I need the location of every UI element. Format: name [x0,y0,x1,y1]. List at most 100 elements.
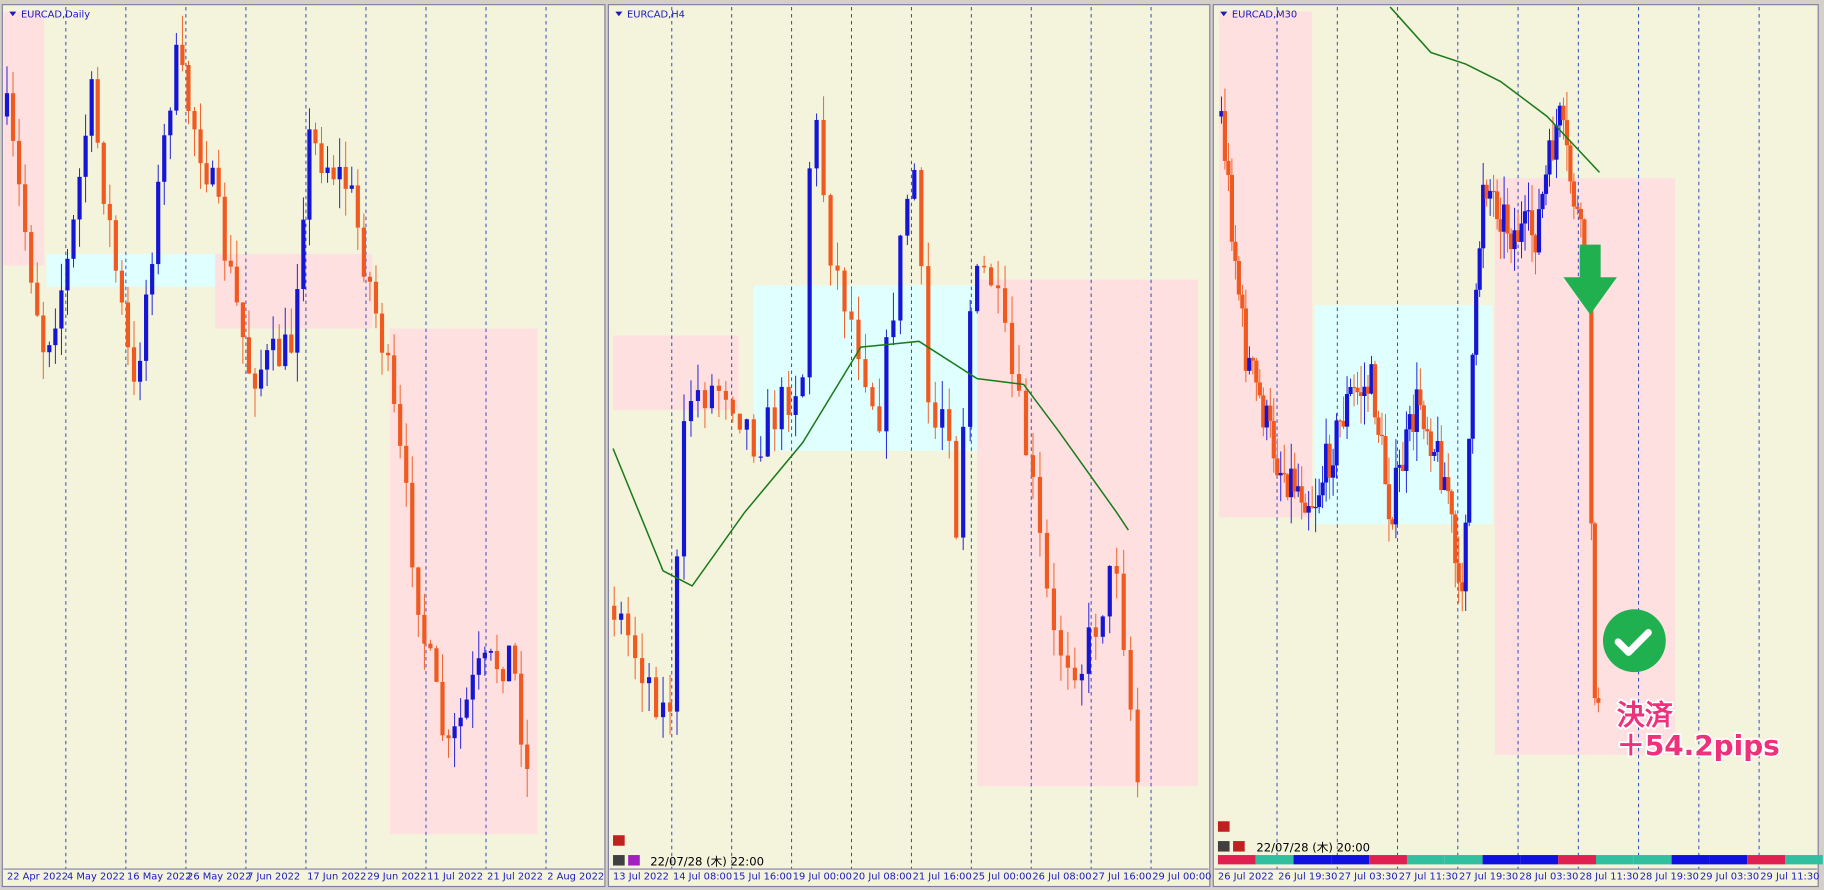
x-tick-label: 25 Jul 00:00 [972,872,1031,883]
candle-body [1435,441,1440,453]
candle-body [307,129,312,220]
candle-body [1306,506,1311,513]
candle-body [180,44,185,65]
candle-body [1554,125,1559,160]
candle-body [252,373,258,389]
candle-body [1107,565,1112,617]
candle-body [283,334,288,367]
panel-title: EURCAD,Daily [21,9,90,20]
session-bar [1255,855,1294,865]
candle-body [1592,523,1597,699]
candle-body [1522,211,1528,224]
candle-body [301,219,306,290]
candle-body [379,313,385,353]
candle-body [1317,495,1322,508]
x-tick-label: 28 Jul 03:30 [1519,872,1578,883]
annotation: ＋54.2pips [1617,729,1780,762]
candle-body [640,658,645,684]
candle-body [989,267,994,286]
candle-body [494,650,500,670]
candle-body [1121,573,1126,650]
candle-body [905,198,910,236]
x-tick-label: 27 Jul 16:00 [1092,872,1151,883]
candle-body [1467,438,1472,523]
candle-body [765,407,770,457]
candle-body [428,643,433,649]
session-bar [1596,855,1634,865]
session-bar [1671,855,1710,865]
candle-body [1383,436,1388,485]
candle-body [982,265,987,268]
candle-body [1016,374,1022,391]
candle-body [1418,389,1423,406]
candle-body [525,744,530,770]
candle-body [1100,616,1105,637]
candle-body [1128,649,1133,710]
check-badge [1602,609,1666,673]
candle-body [716,385,721,391]
candle-body [313,129,318,144]
x-tick-label: 21 Jul 16:00 [913,872,972,883]
x-tick-label: 20 Jul 08:00 [853,872,912,883]
title-arrow [9,11,17,17]
candle-body [331,167,336,180]
session-bar [1709,855,1748,865]
candle-body [1533,235,1538,253]
candle-body [422,614,427,644]
candle-body [131,347,137,382]
candle-body [1072,667,1077,681]
candle-body [688,401,694,422]
candle-body [1550,140,1556,160]
candle-body [1240,294,1245,309]
candle-body [1009,322,1015,375]
candle-body [995,285,1001,289]
candle-body [1355,387,1360,393]
candle-body [150,264,155,295]
candle-body [295,289,300,353]
candle-body [1460,582,1465,592]
candle-body [1320,482,1325,496]
zone [46,253,216,287]
candle-body [856,319,861,360]
candle-body [1247,357,1252,371]
candle-body [1575,206,1580,209]
panel-title: EURCAD,M30 [1232,9,1297,20]
candle-body [1351,386,1357,389]
candle-body [660,702,666,718]
candle-body [933,402,938,428]
candle-body [1453,514,1458,564]
candle-body [1222,111,1228,161]
x-tick-label: 13 Jul 2022 [613,872,669,883]
session-bar [1785,855,1823,865]
candle-body [1348,386,1353,395]
candle-body [1470,354,1475,439]
candle-body [1303,502,1308,513]
candle-body [695,390,701,402]
x-tick-label: 29 Jul 00:00 [1152,872,1211,883]
session-bar [1633,855,1672,865]
candle-body [264,350,270,370]
candle-body [1568,145,1573,182]
candle-body [1491,190,1496,193]
candle-body [723,390,728,400]
candle-body [800,377,805,397]
candle-body [807,168,812,378]
candle-body [1397,464,1402,468]
candle-body [1400,464,1405,471]
candle-body [1536,209,1542,253]
x-tick-label: 27 Jul 11:30 [1399,872,1458,883]
candle-body [772,407,777,430]
candle-body [1226,160,1231,175]
candle-body [434,648,439,682]
timestamp: 22/07/28 (木) 22:00 [650,855,764,869]
candle-body [702,390,708,409]
x-tick-label: 14 Jul 08:00 [673,872,732,883]
candle-body [891,320,896,338]
candle-body [144,294,149,361]
candle-body [1474,289,1479,355]
candle-body [192,111,197,130]
candle-body [647,677,652,684]
x-tick-label: 28 Jul 11:30 [1579,872,1638,883]
candle-body [1369,364,1374,394]
candle-body [446,735,451,739]
